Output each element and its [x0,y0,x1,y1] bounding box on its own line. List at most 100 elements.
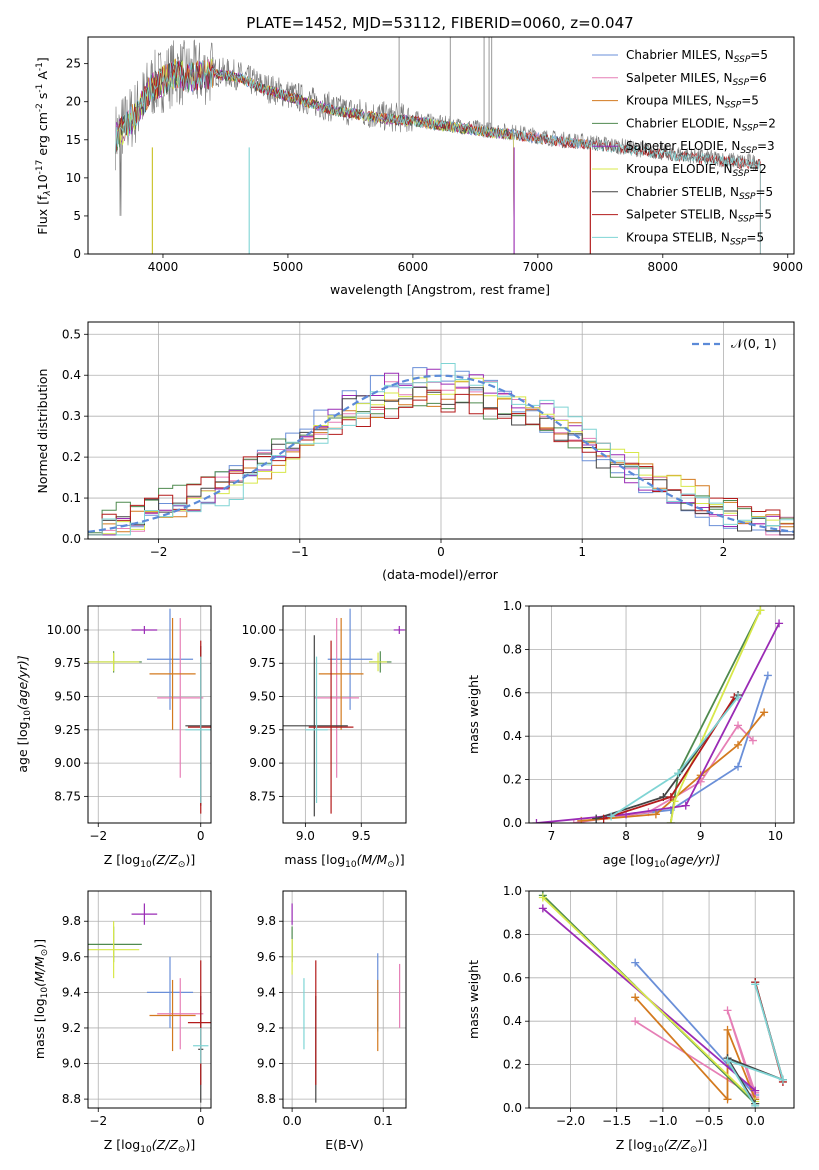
x-tick-label: −2 [150,545,168,559]
y-tick-label: 0.0 [503,1101,522,1115]
x-tick-label: 9.0 [296,829,315,843]
label-part: 10 [140,1145,152,1155]
label-part: Kroupa ELODIE, [626,162,724,176]
label-part: =5 [754,208,772,222]
model-line-0 [115,61,591,254]
legend-entry: Salpeter ELODIE, NSSP=3 [626,139,775,156]
weight-point [599,814,608,823]
y-tick-label: 9.8 [257,914,276,928]
x-axis-label: E(B-V) [325,1137,364,1152]
y-axis-label: Flux [fλ10-17 erg cm-2 s-1 A-1] [35,57,53,235]
y-tick-label: 10.00 [47,623,81,637]
weight-point [748,736,757,745]
weight-point [723,1095,732,1104]
x-tick-label: 0.0 [746,1114,765,1128]
histogram-step-4 [88,368,794,536]
label-part: N [730,185,739,199]
y-tick-label: 0.6 [503,686,522,700]
label-part: =5 [750,48,768,62]
x-tick-label: −0.5 [694,1114,723,1128]
label-part: SSP [730,237,747,247]
label-part: Z [log [104,1137,140,1152]
x-tick-label: 10 [768,829,783,843]
label-part: N [724,71,733,85]
label-part: SSP [739,192,756,202]
weight-point [538,904,547,913]
label-part: Salpeter STELIB, [626,208,729,222]
label-part: ⊙ [178,1145,186,1155]
label-part: -2 [35,103,45,112]
label-part: ⊙ [387,860,395,870]
label-part: =5 [756,185,774,199]
x-tick-label: −1.0 [648,1114,677,1128]
x-tick-label: 0 [437,545,445,559]
y-tick-label: 9.0 [62,1057,81,1071]
x-axis-label: Z [log10(Z/Z⊙)] [616,1137,707,1155]
y-tick-label: 0.2 [503,773,522,787]
label-part: SSP [733,78,750,88]
weight-point [674,769,683,778]
weight-line-4 [536,622,780,823]
label-part: 10 [40,987,50,999]
label-part: )] [185,852,195,867]
label-part: 10 [652,1145,664,1155]
label-part: mass [log [32,998,47,1059]
y-tick-label: 0.4 [503,1014,522,1028]
y-axis-label: mass [log10(M/M⊙)] [32,939,50,1059]
y-tick-label: 0.0 [62,532,81,546]
weight-point [756,606,765,615]
legend-entry: Chabrier ELODIE, NSSP=2 [626,116,776,133]
label-part: SSP [742,123,759,133]
weight-point [734,693,743,702]
label-part: 10 [35,174,50,190]
y-tick-label: 9.4 [257,985,276,999]
label-part: ⊙ [690,1145,698,1155]
model-line-1 [115,58,591,254]
weight-point [723,1025,732,1034]
y-tick-label: 0.2 [503,1058,522,1072]
label-part: 10 [23,710,33,722]
label-part: -1 [35,62,45,71]
plot-area-residuals [88,363,794,536]
x-tick-label: −1 [291,545,309,559]
y-tick-label: 9.6 [62,950,81,964]
y-tick-label: 0.5 [62,327,81,341]
label-part: Z [log [104,852,140,867]
label-part: Chabrier STELIB, [626,185,730,199]
x-tick-label: 7 [548,829,556,843]
weight-point [734,740,743,749]
label-part: Salpeter ELODIE, [626,139,731,153]
weight-point [775,619,784,628]
y-tick-label: 0.1 [62,491,81,505]
weight-point [651,810,660,819]
label-part: Salpeter MILES, [626,71,724,85]
label-part: N [721,230,730,244]
weight-point [778,1075,787,1084]
x-tick-label: 1 [578,545,586,559]
weight-point [763,671,772,680]
y-tick-label: 8.75 [249,789,276,803]
weight-point [751,1086,760,1095]
weight-point [670,797,679,806]
x-axis-label: (data-model)/error [382,567,499,582]
y-tick-label: 8.8 [257,1092,276,1106]
label-part: (M/M [357,852,388,867]
weight-point [592,814,601,823]
frame-weight_vs_Z [528,890,795,1109]
label-part: =5 [746,230,764,244]
label-part: )] [32,939,47,949]
y-tick-label: 0.4 [503,729,522,743]
legend-entry: Kroupa MILES, NSSP=5 [626,94,759,111]
y-tick-label: 1.0 [503,884,522,898]
label-part: =6 [749,71,767,85]
y-tick-label: 25 [66,57,81,71]
y-tick-label: 15 [66,133,81,147]
y-tick-label: 10.00 [242,623,276,637]
y-tick-label: 5 [73,209,81,223]
weight-point [631,993,640,1002]
frame-weight_vs_age [528,605,795,824]
label-part: ⊙ [40,949,50,957]
label-part: )] [697,1137,707,1152]
y-tick-label: 9.00 [249,756,276,770]
